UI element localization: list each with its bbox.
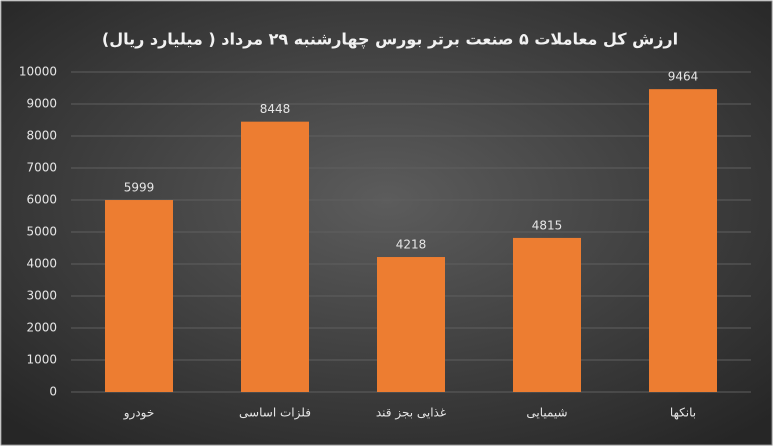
y-tick-label: 7000 [26, 161, 57, 175]
chart-title: ارزش کل معاملات ۵ صنعت برتر بورس چهارشنب… [102, 30, 678, 50]
x-tick-label: شیمیایی [526, 406, 567, 420]
y-tick-label: 1000 [26, 353, 57, 367]
x-tick-label: خودرو [123, 406, 155, 421]
bar [649, 89, 717, 392]
bar [513, 237, 581, 392]
y-tick-label: 4000 [26, 257, 57, 271]
x-tick-label: فلزات اساسی [239, 406, 311, 421]
y-tick-label: 5000 [26, 225, 57, 239]
y-tick-label: 3000 [26, 289, 57, 303]
y-tick-label: 2000 [26, 321, 57, 335]
x-tick-label: بانکها [670, 406, 696, 420]
data-label: 4815 [532, 218, 563, 232]
data-label: 4218 [396, 238, 427, 252]
x-tick-label: غذایی بجز قند [376, 406, 446, 421]
y-tick-label: 8000 [26, 129, 57, 143]
y-tick-label: 0 [49, 385, 57, 399]
bar [377, 257, 445, 392]
bar [241, 121, 309, 392]
data-label: 9464 [668, 70, 699, 84]
y-tick-label: 9000 [26, 97, 57, 111]
data-label: 8448 [260, 102, 291, 116]
y-tick-label: 10000 [19, 65, 57, 79]
bar [105, 200, 173, 392]
data-label: 5999 [124, 181, 155, 195]
y-tick-label: 6000 [26, 193, 57, 207]
